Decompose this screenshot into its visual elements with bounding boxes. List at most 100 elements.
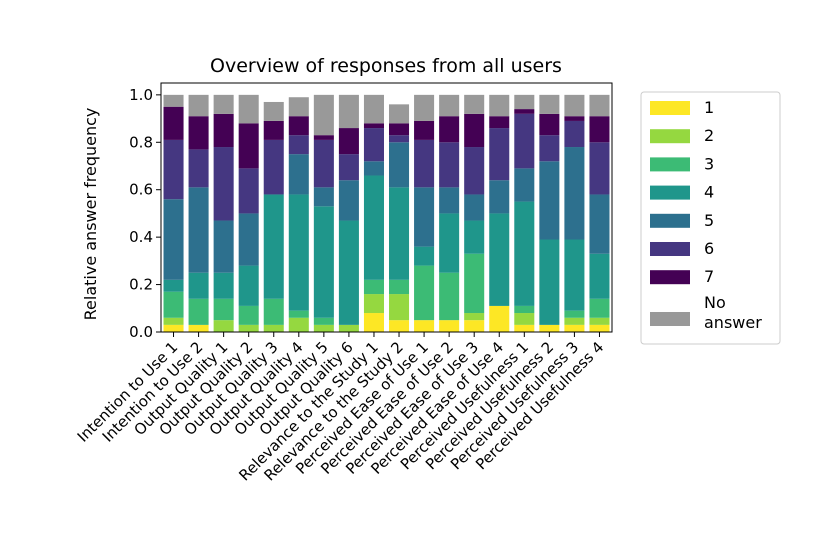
bar-segment-8-cat-1 [163, 94, 184, 107]
bar-segment-4-cat-1 [163, 279, 184, 292]
bar-segment-5-cat-10 [389, 142, 410, 188]
bar-segment-3-cat-1 [163, 291, 184, 318]
bar-segment-6-cat-17 [564, 120, 585, 148]
bar-segment-8-cat-12 [439, 94, 460, 117]
bar-segment-4-cat-3 [213, 272, 234, 299]
bar-segment-7-cat-6 [288, 116, 309, 136]
bar-segment-2-cat-9 [363, 294, 384, 314]
chart-title: Overview of responses from all users [210, 55, 562, 77]
bar-segment-4-cat-4 [238, 265, 259, 306]
y-tick-label: 0.8 [129, 133, 153, 151]
bar-segment-4-cat-11 [414, 246, 435, 266]
legend-swatch-2 [650, 129, 690, 144]
bar-segment-1-cat-11 [414, 320, 435, 332]
bar-segment-5-cat-8 [338, 180, 359, 221]
bar-segment-8-cat-8 [338, 94, 359, 129]
bar-segment-8-cat-13 [464, 94, 485, 114]
bar-segment-5-cat-15 [514, 168, 535, 202]
bar-segment-2-cat-17 [564, 317, 585, 325]
bar-segment-5-cat-13 [464, 194, 485, 221]
bar-segment-3-cat-2 [188, 298, 209, 325]
bar-segment-4-cat-17 [564, 239, 585, 311]
y-tick-label: 0.2 [129, 276, 153, 294]
bar-segment-8-cat-6 [288, 97, 309, 117]
bar-segment-6-cat-9 [363, 128, 384, 162]
bar-segment-7-cat-17 [564, 116, 585, 121]
bar-segment-2-cat-18 [589, 317, 610, 325]
bar-segment-8-cat-18 [589, 94, 610, 117]
bar-segment-5-cat-11 [414, 187, 435, 247]
bar-segment-6-cat-2 [188, 149, 209, 188]
legend-swatch-1 [650, 101, 690, 115]
y-tick-label: 0.6 [129, 181, 153, 199]
bar-segment-7-cat-2 [188, 116, 209, 150]
bar-segment-4-cat-12 [439, 213, 460, 273]
bar-segment-7-cat-7 [313, 135, 334, 140]
bar-segment-3-cat-3 [213, 298, 234, 321]
legend-swatch-7 [650, 270, 690, 285]
bar-segment-5-cat-1 [163, 199, 184, 280]
bar-segment-5-cat-7 [313, 187, 334, 207]
axes-group [160, 82, 613, 333]
bar-segment-8-cat-14 [489, 94, 510, 117]
bar-segment-4-cat-5 [263, 194, 284, 299]
bar-segment-1-cat-9 [363, 313, 384, 332]
bar-segment-5-cat-18 [589, 194, 610, 254]
bar-segment-6-cat-13 [464, 147, 485, 195]
bar-segment-7-cat-5 [263, 120, 284, 140]
legend-label-3: 3 [704, 154, 714, 173]
bar-segment-3-cat-4 [238, 305, 259, 325]
legend-label-1: 1 [704, 98, 714, 117]
bar-segment-2-cat-4 [238, 324, 259, 332]
bar-segment-2-cat-3 [213, 320, 234, 332]
legend-swatch-8 [650, 312, 690, 326]
bar-segment-7-cat-1 [163, 106, 184, 140]
legend-label-6: 6 [704, 239, 714, 258]
bar-segment-1-cat-13 [464, 320, 485, 332]
bar-segment-5-cat-9 [363, 161, 384, 176]
bar-segment-3-cat-10 [389, 279, 410, 295]
legend-label-8: No answer [704, 293, 762, 332]
bar-segment-4-cat-6 [288, 194, 309, 311]
bar-segment-8-cat-4 [238, 94, 259, 124]
bar-segment-5-cat-4 [238, 213, 259, 266]
legend-swatch-5 [650, 213, 690, 228]
bar-segment-5-cat-3 [213, 220, 234, 273]
bar-segment-6-cat-16 [539, 135, 560, 162]
bar-segment-1-cat-14 [489, 305, 510, 332]
bar-segment-7-cat-9 [363, 123, 384, 129]
bar-segment-7-cat-14 [489, 116, 510, 129]
bar-segment-4-cat-13 [464, 220, 485, 254]
bar-segment-3-cat-15 [514, 305, 535, 314]
legend-label-7: 7 [704, 267, 714, 286]
bar-segment-7-cat-11 [414, 120, 435, 140]
bar-segment-8-cat-7 [313, 94, 334, 136]
bar-segment-3-cat-11 [414, 265, 435, 321]
bar-segment-3-cat-9 [363, 279, 384, 295]
bar-segment-7-cat-18 [589, 116, 610, 143]
bar-segment-8-cat-5 [263, 101, 284, 121]
bar-segment-6-cat-7 [313, 139, 334, 188]
bar-segment-8-cat-9 [363, 94, 384, 124]
bar-segment-4-cat-9 [363, 175, 384, 280]
bar-segment-7-cat-12 [439, 116, 460, 143]
bar-segment-7-cat-15 [514, 109, 535, 114]
bar-segment-6-cat-8 [338, 154, 359, 181]
bar-segment-6-cat-15 [514, 113, 535, 169]
y-tick-labels: 0.0 0.2 0.4 0.6 0.8 1.0 [129, 86, 161, 341]
bar-segment-3-cat-7 [313, 317, 334, 325]
legend-label-5: 5 [704, 211, 714, 230]
bar-segment-1-cat-12 [439, 320, 460, 332]
bar-segment-6-cat-11 [414, 139, 435, 188]
bar-segment-1-cat-1 [163, 324, 184, 332]
bar-segment-7-cat-8 [338, 128, 359, 155]
bar-segment-5-cat-6 [288, 154, 309, 195]
bar-segment-6-cat-10 [389, 135, 410, 143]
bar-segment-2-cat-5 [263, 324, 284, 332]
bar-segment-3-cat-6 [288, 310, 309, 318]
bar-segment-3-cat-5 [263, 298, 284, 325]
bars-group [163, 94, 610, 332]
bar-segment-8-cat-10 [389, 104, 410, 124]
